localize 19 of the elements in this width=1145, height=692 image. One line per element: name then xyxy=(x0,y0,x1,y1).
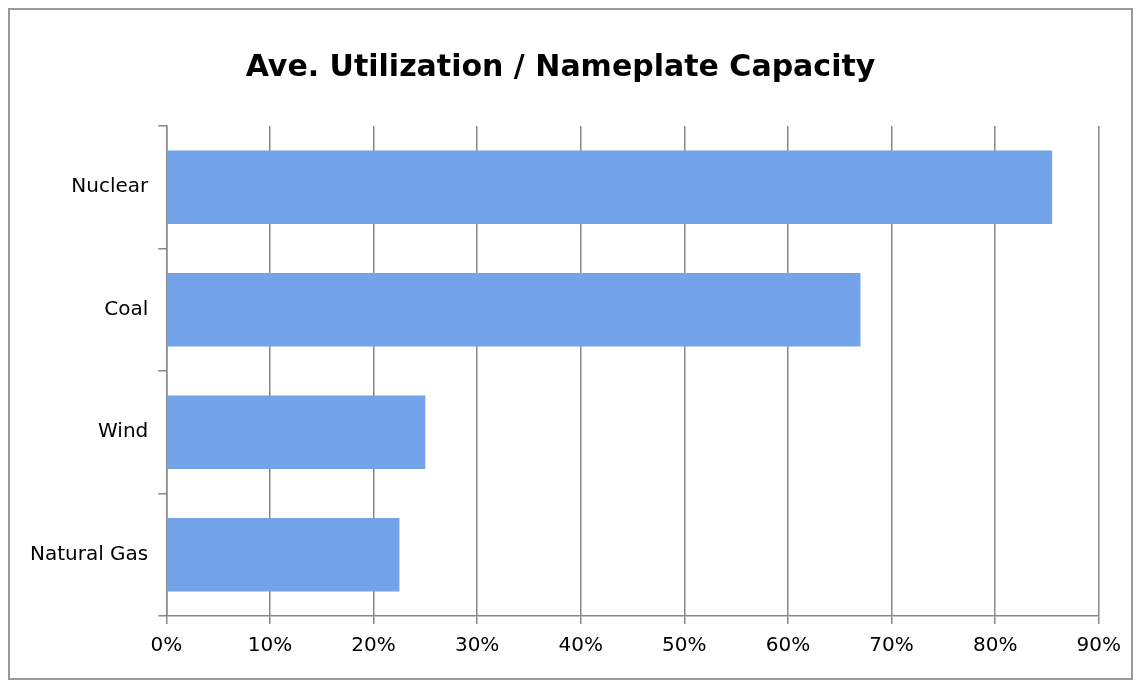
chart-title: Ave. Utilization / Nameplate Capacity xyxy=(245,47,876,83)
bar xyxy=(167,395,426,469)
y-tick-label: Nuclear xyxy=(71,173,150,198)
x-tick-label: 70% xyxy=(869,632,914,657)
y-tick-label: Wind xyxy=(98,418,149,443)
x-tick-label: 20% xyxy=(351,632,396,657)
x-tick-label: 10% xyxy=(247,632,293,657)
x-tick-label: 30% xyxy=(454,632,500,657)
bar xyxy=(167,150,1053,224)
bar xyxy=(167,273,861,347)
x-tick-label: 60% xyxy=(765,632,811,657)
x-tick-label: 90% xyxy=(1076,632,1121,657)
x-tick-label: 40% xyxy=(558,632,603,657)
x-tick-label: 0% xyxy=(150,632,183,657)
y-tick-label: Coal xyxy=(104,295,149,320)
bar xyxy=(167,518,400,592)
x-tick-label: 80% xyxy=(972,632,1018,657)
y-tick-label: Natural Gas xyxy=(29,540,149,565)
x-tick-label: 50% xyxy=(662,632,707,657)
